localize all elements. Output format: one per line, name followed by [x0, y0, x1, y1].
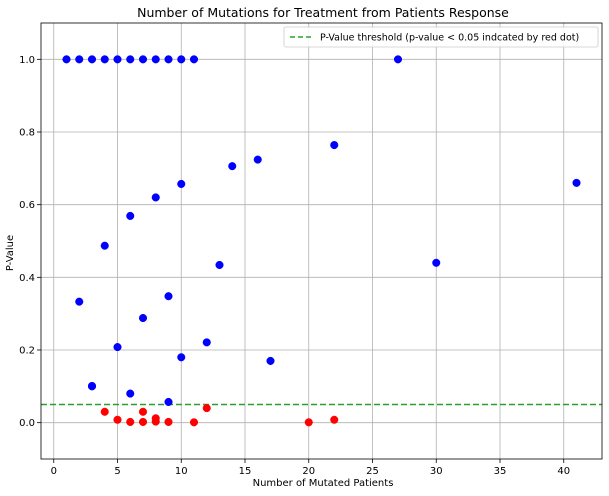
- blue-data-point: [164, 397, 173, 407]
- x-tick-label: 0: [51, 466, 57, 477]
- blue-data-point: [126, 55, 135, 64]
- x-tick-label: 20: [302, 466, 315, 477]
- x-tick-label: 40: [557, 466, 570, 477]
- blue-data-point: [151, 193, 160, 202]
- x-tick-label: 5: [114, 466, 120, 477]
- blue-data-point: [432, 258, 441, 267]
- y-tick-label: 0.2: [19, 346, 35, 357]
- red-data-point: [202, 404, 211, 413]
- blue-data-point: [572, 178, 581, 187]
- legend-box: [283, 26, 599, 48]
- blue-data-point: [113, 55, 122, 64]
- red-data-point: [164, 417, 173, 426]
- blue-data-point: [100, 241, 109, 250]
- blue-data-point: [266, 356, 275, 365]
- blue-data-point: [202, 338, 211, 347]
- plot-frame: [40, 22, 603, 460]
- x-axis-label: Number of Mutated Patients: [253, 478, 394, 489]
- blue-data-point: [138, 55, 148, 64]
- y-tick-label: 0.4: [19, 273, 35, 284]
- blue-data-point: [393, 55, 403, 64]
- y-axis-label: P-Value: [5, 235, 16, 271]
- x-tick-label: 35: [494, 466, 507, 477]
- blue-data-point: [189, 55, 199, 64]
- blue-data-point: [87, 55, 97, 64]
- blue-data-point: [177, 179, 186, 189]
- blue-data-point: [215, 260, 224, 270]
- x-tick-label: 25: [366, 466, 379, 477]
- chart-title: Number of Mutations for Treatment from P…: [137, 5, 509, 20]
- red-data-point: [189, 418, 199, 427]
- blue-data-point: [253, 155, 262, 164]
- blue-data-point: [126, 211, 135, 220]
- blue-data-point: [87, 381, 97, 391]
- blue-data-point: [177, 353, 186, 362]
- red-data-point: [304, 418, 313, 427]
- blue-data-point: [151, 55, 160, 64]
- grid: [41, 23, 602, 459]
- blue-data-point: [75, 297, 84, 306]
- red-data-point: [330, 415, 339, 424]
- blue-data-point: [228, 162, 237, 171]
- red-data-point: [138, 417, 148, 426]
- x-tick-label: 15: [239, 466, 252, 477]
- blue-data-point: [113, 343, 122, 352]
- x-tick-label: 30: [430, 466, 443, 477]
- axis-ticks: 0 5 10 15 20 25 30 35 40 0.0 0.2 0.4 0.6 0.8 1.0: [19, 55, 570, 477]
- y-tick-label: 0.6: [19, 200, 35, 211]
- blue-data-point: [138, 313, 148, 323]
- blue-data-point: [62, 55, 71, 64]
- blue-data-point: [75, 55, 84, 64]
- red-data-point: [100, 407, 109, 416]
- blue-data-point: [330, 141, 339, 150]
- x-tick-label: 10: [175, 466, 188, 477]
- legend-threshold-label: P-Value threshold (p-value < 0.05 indcat…: [320, 33, 579, 44]
- blue-data-point: [177, 55, 186, 64]
- blue-data-point: [100, 55, 109, 64]
- blue-data-point: [164, 55, 173, 64]
- red-data-point: [151, 417, 160, 426]
- blue-data-point: [164, 292, 173, 301]
- legend: P-Value threshold (p-value < 0.05 indcat…: [283, 26, 599, 48]
- y-tick-label: 0.8: [19, 128, 35, 139]
- red-data-point: [126, 417, 135, 426]
- red-data-point: [113, 415, 122, 424]
- y-tick-label: 1.0: [19, 55, 35, 66]
- data-points: [62, 55, 581, 427]
- blue-data-point: [126, 389, 135, 398]
- y-tick-label: 0.0: [19, 418, 35, 429]
- red-data-point: [138, 407, 148, 416]
